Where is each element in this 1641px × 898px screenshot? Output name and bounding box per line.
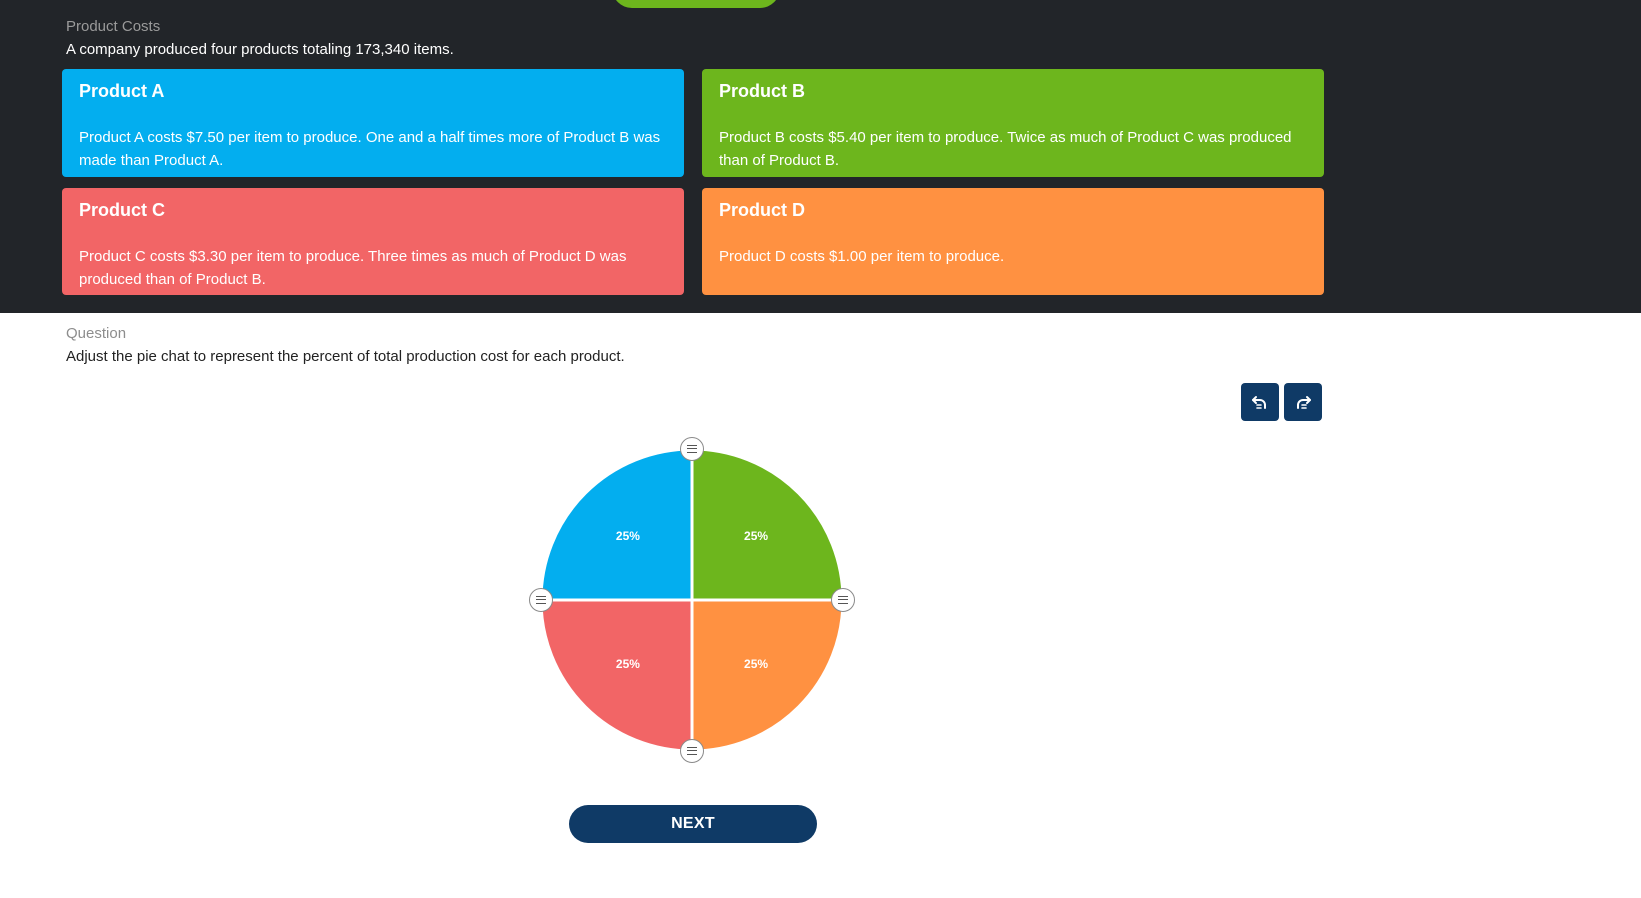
undo-icon (1252, 396, 1266, 409)
product-c-title: Product C (79, 200, 166, 220)
pie-slice-label: 25% (616, 529, 640, 543)
product-a-title: Product A (79, 81, 165, 101)
product-costs-panel: Product Costs A company produced four pr… (0, 0, 1641, 313)
product-c-text: Product C costs $3.30 per item to produc… (79, 248, 627, 288)
top-status-pill (612, 0, 780, 8)
pie-slice-label: 25% (744, 529, 768, 543)
grip-icon (838, 596, 848, 604)
question-label: Question (66, 325, 127, 342)
product-a-card: Product A Product A costs $7.50 per item… (62, 69, 684, 177)
redo-icon (1297, 396, 1311, 409)
pie-slice (690, 598, 845, 753)
grip-icon (536, 596, 546, 604)
product-b-card: Product B Product B costs $5.40 per item… (702, 69, 1324, 177)
pie-slice (539, 447, 694, 602)
redo-button[interactable] (1284, 383, 1322, 421)
pie-slice-label: 25% (616, 657, 640, 671)
pie-slice (539, 598, 694, 753)
product-d-title: Product D (719, 200, 806, 220)
question-text: Adjust the pie chat to represent the per… (66, 348, 625, 365)
grip-icon (687, 445, 697, 453)
pie-drag-handle[interactable] (680, 739, 704, 763)
costs-section-label: Product Costs (66, 18, 161, 35)
pie-drag-handle[interactable] (680, 437, 704, 461)
pie-slice-label: 25% (744, 657, 768, 671)
product-d-text: Product D costs $1.00 per item to produc… (719, 248, 1005, 265)
costs-intro-text: A company produced four products totalin… (66, 41, 454, 58)
next-button[interactable]: NEXT (569, 805, 817, 843)
undo-button[interactable] (1241, 383, 1279, 421)
grip-icon (687, 747, 697, 755)
product-c-card: Product C Product C costs $3.30 per item… (62, 188, 684, 295)
pie-slice (690, 447, 845, 602)
product-d-card: Product D Product D costs $1.00 per item… (702, 188, 1324, 295)
product-b-title: Product B (719, 81, 806, 101)
pie-drag-handle[interactable] (831, 588, 855, 612)
pie-chart: 25% 25% 25% 25% (520, 435, 865, 763)
pie-drag-handle[interactable] (529, 588, 553, 612)
product-a-text: Product A costs $7.50 per item to produc… (79, 129, 661, 169)
product-b-text: Product B costs $5.40 per item to produc… (719, 129, 1292, 169)
pie-chart-svg: 25% 25% 25% 25% (539, 447, 845, 753)
